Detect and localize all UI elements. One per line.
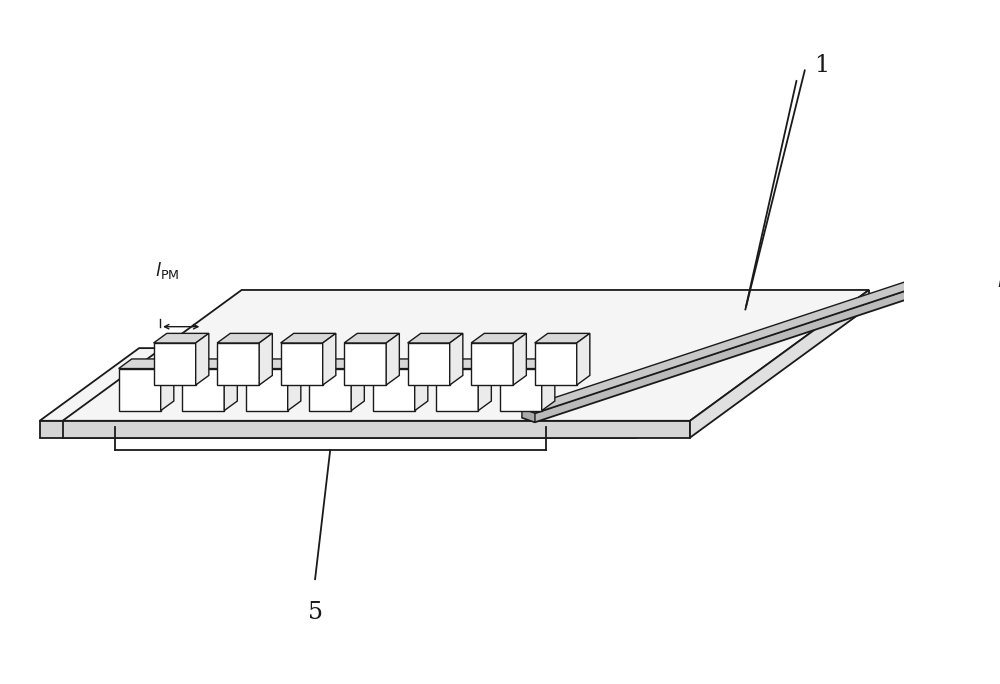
Polygon shape — [344, 343, 386, 385]
Polygon shape — [182, 359, 237, 369]
Polygon shape — [217, 343, 259, 385]
Polygon shape — [196, 333, 209, 385]
Polygon shape — [577, 333, 590, 385]
Polygon shape — [217, 333, 272, 343]
Polygon shape — [386, 333, 399, 385]
Polygon shape — [323, 333, 336, 385]
Polygon shape — [119, 359, 174, 369]
Polygon shape — [471, 333, 526, 343]
Polygon shape — [119, 369, 161, 410]
Polygon shape — [415, 359, 428, 410]
Polygon shape — [522, 284, 940, 422]
Polygon shape — [154, 333, 209, 343]
Polygon shape — [535, 343, 577, 385]
Polygon shape — [259, 333, 272, 385]
Polygon shape — [471, 343, 513, 385]
Polygon shape — [224, 359, 237, 410]
Polygon shape — [63, 421, 690, 438]
Polygon shape — [513, 333, 526, 385]
Polygon shape — [351, 359, 364, 410]
Polygon shape — [478, 359, 491, 410]
Polygon shape — [281, 333, 336, 343]
Polygon shape — [636, 348, 736, 438]
Text: 1: 1 — [814, 53, 829, 77]
Polygon shape — [436, 359, 491, 369]
Polygon shape — [63, 290, 869, 421]
Text: $l_{\mathrm{PM}}$: $l_{\mathrm{PM}}$ — [155, 260, 179, 281]
Polygon shape — [408, 333, 463, 343]
Polygon shape — [408, 343, 450, 385]
Polygon shape — [309, 369, 351, 410]
Text: 5: 5 — [308, 601, 323, 624]
Polygon shape — [690, 290, 869, 438]
Polygon shape — [288, 359, 301, 410]
Polygon shape — [40, 421, 636, 438]
Polygon shape — [373, 369, 415, 410]
Polygon shape — [373, 359, 428, 369]
Text: $l_g$: $l_g$ — [997, 272, 1000, 296]
Polygon shape — [436, 369, 478, 410]
Polygon shape — [535, 333, 590, 343]
Polygon shape — [500, 369, 542, 410]
Polygon shape — [450, 333, 463, 385]
Polygon shape — [161, 359, 174, 410]
Polygon shape — [281, 343, 323, 385]
Polygon shape — [40, 348, 736, 421]
Polygon shape — [542, 359, 555, 410]
Polygon shape — [927, 275, 940, 289]
Polygon shape — [344, 333, 399, 343]
Polygon shape — [182, 369, 224, 410]
Polygon shape — [309, 359, 364, 369]
Polygon shape — [154, 343, 196, 385]
Polygon shape — [522, 408, 535, 422]
Polygon shape — [246, 369, 288, 410]
Polygon shape — [500, 359, 555, 369]
Polygon shape — [522, 275, 940, 413]
Polygon shape — [246, 359, 301, 369]
